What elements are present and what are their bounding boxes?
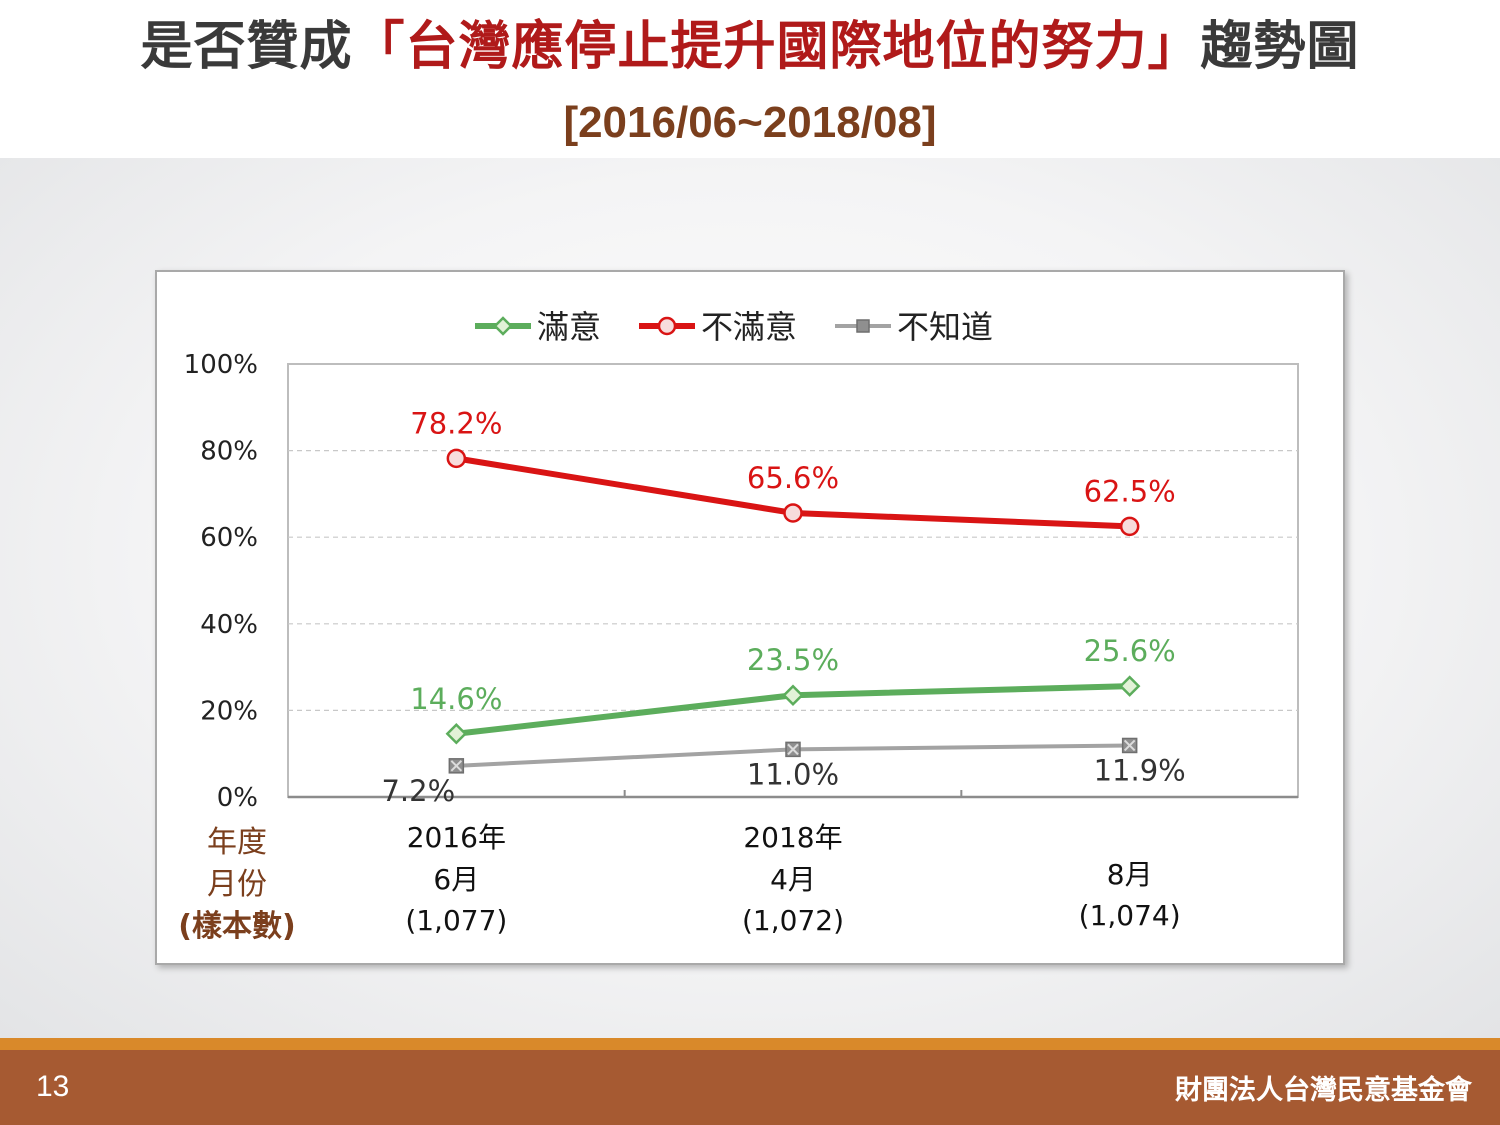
x-category-sample: (1,077): [405, 904, 507, 937]
title-prefix: 是否贊成: [140, 17, 353, 77]
data-label: 25.6%: [1084, 634, 1176, 668]
legend-label: 不知道: [897, 308, 993, 346]
data-point-cross: [450, 760, 463, 772]
data-label: 7.2%: [381, 774, 455, 808]
data-point: [1118, 675, 1141, 697]
footer-bar: [0, 1050, 1500, 1125]
data-point: [782, 684, 804, 707]
x-category-year: 2018年: [743, 821, 842, 854]
x-category-sample: (1,072): [742, 904, 844, 937]
y-tick-label: 80%: [200, 437, 258, 467]
y-tick-label: 100%: [184, 350, 258, 380]
x-category-month: 4月: [770, 863, 816, 896]
data-label: 23.5%: [747, 643, 839, 677]
data-point: [446, 448, 467, 469]
data-label: 14.6%: [410, 682, 502, 716]
data-point-cross: [1123, 739, 1136, 752]
title-highlight: 「台灣應停止提升國際地位的努力」: [352, 17, 1201, 77]
chart-panel: 0% 20% 40% 60% 80% 100% 14.6% 23.5% 25.6% 78.2% 65…: [155, 270, 1345, 965]
x-category-sample: (1,074): [1079, 899, 1181, 932]
data-point: [445, 723, 468, 745]
legend-marker: [856, 319, 870, 333]
x-category-month: 6月: [433, 863, 479, 896]
y-tick-label: 0%: [217, 783, 258, 813]
row-header: (樣本數): [178, 909, 295, 944]
page-number: 13: [36, 1070, 70, 1103]
data-point: [783, 503, 803, 523]
page-title: 是否贊成「台灣應停止提升國際地位的努力」趨勢圖: [0, 4, 1500, 79]
legend-marker: [493, 316, 513, 336]
page-subtitle: [2016/06~2018/08]: [563, 98, 937, 147]
data-label: 65.6%: [747, 461, 839, 495]
x-category-year: 2016年: [407, 821, 506, 854]
data-label: 11.9%: [1094, 753, 1186, 787]
y-tick-label: 60%: [200, 523, 258, 553]
footer-stripe: [0, 1038, 1500, 1050]
data-point: [1119, 516, 1140, 537]
organization-name: 財團法人台灣民意基金會: [1175, 1075, 1472, 1106]
x-category-month: 8月: [1107, 858, 1153, 891]
y-tick-label: 40%: [200, 610, 258, 640]
data-point-cross: [787, 743, 799, 756]
legend-marker: [657, 316, 677, 336]
y-tick-label: 20%: [200, 696, 258, 726]
row-header: 年度: [207, 825, 267, 860]
data-label: 78.2%: [410, 406, 502, 440]
legend-label: 滿意: [537, 308, 601, 346]
data-label: 62.5%: [1084, 474, 1176, 508]
legend-label: 不滿意: [701, 308, 797, 346]
data-label: 11.0%: [747, 757, 839, 791]
title-bar: 是否贊成「台灣應停止提升國際地位的努力」趨勢圖 [2016/06~2018/08…: [0, 0, 1500, 158]
line-chart: 0% 20% 40% 60% 80% 100% 14.6% 23.5% 25.6% 78.2% 65…: [178, 308, 1299, 944]
title-suffix: 趨勢圖: [1200, 17, 1360, 77]
row-header: 月份: [207, 867, 267, 902]
